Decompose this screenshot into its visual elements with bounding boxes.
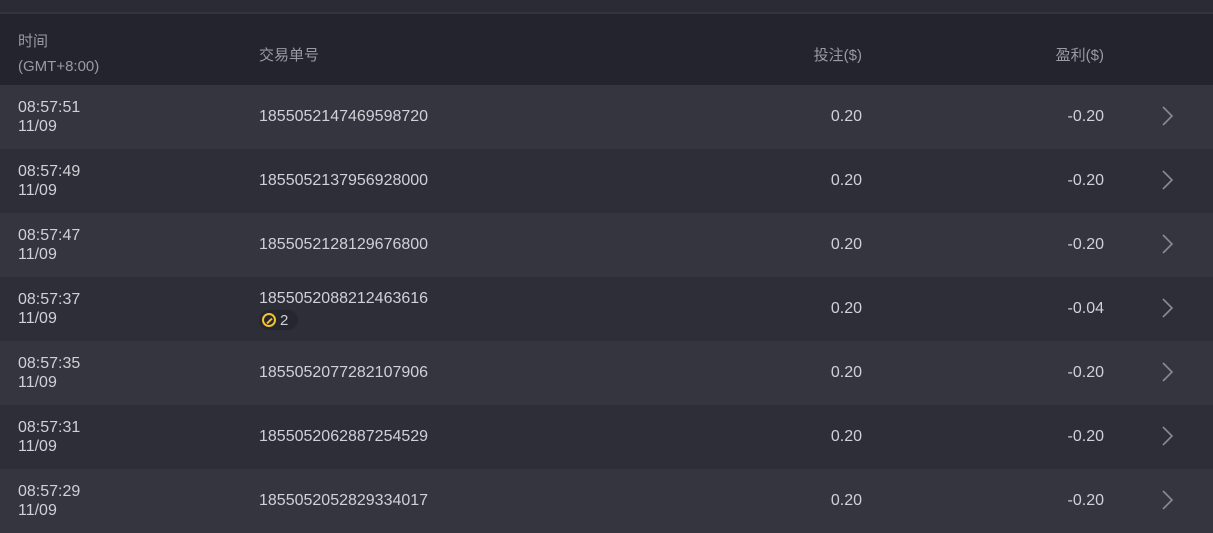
time-text: 08:57:51 xyxy=(18,99,81,116)
chevron-right-icon[interactable] xyxy=(1160,425,1174,447)
time-text: 08:57:29 xyxy=(18,483,81,500)
profit-amount: -0.20 xyxy=(1067,428,1104,445)
top-bar xyxy=(0,0,1213,14)
table-row[interactable]: 08:57:29 11/09 1855052052829334017 0.20 -… xyxy=(0,469,1213,533)
profit-amount: -0.20 xyxy=(1067,236,1104,253)
row-time: 08:57:31 11/09 xyxy=(18,418,80,456)
row-time: 08:57:47 11/09 xyxy=(18,226,80,264)
header-time: 时间 xyxy=(18,33,49,50)
table-body: 08:57:51 11/09 1855052147469598720 0.20 -… xyxy=(0,85,1213,533)
bet-amount: 0.20 xyxy=(830,300,862,317)
multiplier-badge: 2 xyxy=(259,310,299,330)
order-id: 1855052128129676800 xyxy=(259,236,429,253)
chevron-right-icon[interactable] xyxy=(1160,489,1174,511)
row-time: 08:57:29 11/09 xyxy=(18,482,80,520)
table-row[interactable]: 08:57:35 11/09 1855052077282107906 0.20 -… xyxy=(0,341,1213,405)
date-text: 11/09 xyxy=(18,246,57,263)
table-row[interactable]: 08:57:49 11/09 1855052137956928000 0.20 -… xyxy=(0,149,1213,213)
row-time: 08:57:49 11/09 xyxy=(18,162,80,200)
header-profit: 盈利($) xyxy=(1055,47,1104,64)
order-id: 1855052062887254529 xyxy=(259,428,429,445)
date-text: 11/09 xyxy=(18,438,57,455)
chevron-right-icon[interactable] xyxy=(1160,105,1174,127)
order-id: 1855052147469598720 xyxy=(259,108,429,125)
date-text: 11/09 xyxy=(18,118,57,135)
profit-amount: -0.20 xyxy=(1067,172,1104,189)
table-header: 时间 (GMT+8:00) 交易单号 投注($) 盈利($) xyxy=(0,14,1213,85)
order-id: 1855052137956928000 xyxy=(259,172,429,189)
date-text: 11/09 xyxy=(18,374,57,391)
table-row[interactable]: 08:57:37 11/09 1855052088212463616 2 0.20… xyxy=(0,277,1213,341)
header-timezone: (GMT+8:00) xyxy=(18,58,100,75)
profit-amount: -0.04 xyxy=(1067,300,1104,317)
row-time: 08:57:35 11/09 xyxy=(18,354,80,392)
time-text: 08:57:49 xyxy=(18,163,81,180)
row-time: 08:57:37 11/09 xyxy=(18,290,80,328)
chevron-right-icon[interactable] xyxy=(1160,361,1174,383)
row-time: 08:57:51 11/09 xyxy=(18,98,80,136)
header-bet: 投注($) xyxy=(813,47,862,64)
chevron-right-icon[interactable] xyxy=(1160,297,1174,319)
date-text: 11/09 xyxy=(18,502,57,519)
profit-amount: -0.20 xyxy=(1067,492,1104,509)
order-id: 1855052088212463616 xyxy=(259,290,429,307)
date-text: 11/09 xyxy=(18,310,57,327)
table-row[interactable]: 08:57:31 11/09 1855052062887254529 0.20 -… xyxy=(0,405,1213,469)
badge-count: 2 xyxy=(280,311,289,329)
bet-amount: 0.20 xyxy=(830,492,862,509)
table-row[interactable]: 08:57:51 11/09 1855052147469598720 0.20 -… xyxy=(0,85,1213,149)
chevron-right-icon[interactable] xyxy=(1160,233,1174,255)
date-text: 11/09 xyxy=(18,182,57,199)
bet-amount: 0.20 xyxy=(830,172,862,189)
time-text: 08:57:37 xyxy=(18,291,81,308)
order-id: 1855052052829334017 xyxy=(259,492,429,509)
bet-amount: 0.20 xyxy=(830,108,862,125)
bet-amount: 0.20 xyxy=(830,364,862,381)
coin-icon xyxy=(262,313,276,327)
bet-amount: 0.20 xyxy=(830,428,862,445)
header-order-id: 交易单号 xyxy=(259,47,320,64)
order-id: 1855052077282107906 xyxy=(259,364,429,381)
profit-amount: -0.20 xyxy=(1067,364,1104,381)
chevron-right-icon[interactable] xyxy=(1160,169,1174,191)
time-text: 08:57:47 xyxy=(18,227,81,244)
profit-amount: -0.20 xyxy=(1067,108,1104,125)
bet-amount: 0.20 xyxy=(830,236,862,253)
time-text: 08:57:31 xyxy=(18,419,81,436)
time-text: 08:57:35 xyxy=(18,355,81,372)
table-row[interactable]: 08:57:47 11/09 1855052128129676800 0.20 -… xyxy=(0,213,1213,277)
